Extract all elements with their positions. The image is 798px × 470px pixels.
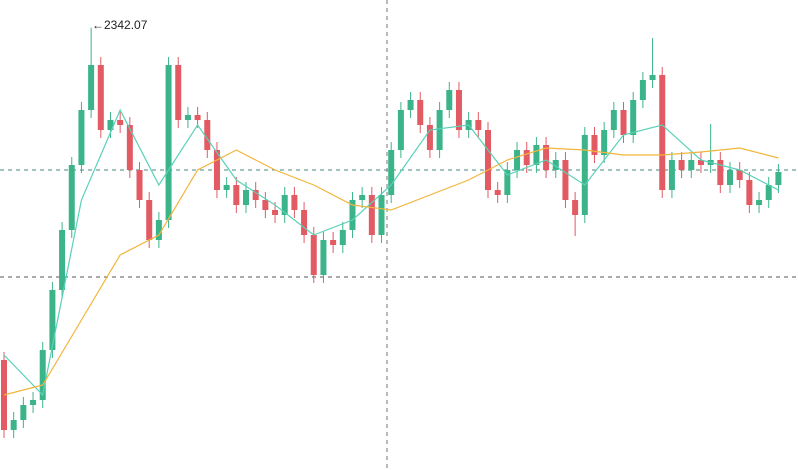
candle-body — [39, 350, 46, 400]
moving-average — [3, 108, 779, 397]
candle-body — [765, 185, 772, 200]
candle-body — [601, 130, 608, 155]
moving-average — [3, 147, 779, 396]
candle-body — [668, 160, 675, 190]
candle-body — [591, 135, 598, 155]
candle-body — [339, 230, 346, 245]
candle-body — [504, 170, 511, 195]
candle-body — [523, 150, 530, 165]
candle-body — [436, 110, 443, 150]
candle-body — [301, 210, 308, 235]
candle-body — [475, 120, 482, 130]
candle-body — [272, 210, 279, 215]
candle-body — [59, 230, 66, 290]
candle-body — [620, 110, 627, 135]
candle-body — [649, 75, 656, 80]
candle-body — [194, 115, 201, 120]
candle-body — [252, 190, 259, 200]
candle-body — [10, 420, 17, 430]
candle-body — [175, 65, 182, 120]
candle-body — [533, 145, 540, 165]
candle-body — [146, 200, 153, 240]
candle-body — [659, 75, 666, 190]
candle-body — [514, 150, 521, 170]
candle-body — [572, 200, 579, 215]
candle-body — [349, 200, 356, 230]
candle-body — [223, 185, 230, 190]
candle-body — [562, 160, 569, 200]
candle-body — [678, 160, 685, 170]
candle-body — [213, 150, 220, 190]
candle-body — [388, 150, 395, 195]
candle-body — [233, 185, 240, 205]
candle-body — [426, 125, 433, 150]
candle-body — [184, 115, 191, 120]
candle-body — [378, 195, 385, 235]
candle-body — [281, 195, 288, 215]
candle-body — [97, 65, 104, 130]
candle-body — [455, 90, 462, 130]
candle-body — [320, 240, 327, 275]
candle-body — [630, 100, 637, 135]
candle-body — [359, 195, 366, 200]
candle-body — [49, 290, 56, 350]
candle-body — [494, 190, 501, 195]
candle-body — [581, 135, 588, 215]
marks — [1, 27, 782, 438]
candle-body — [136, 170, 143, 200]
candle-body — [262, 200, 269, 210]
candle-body — [610, 110, 617, 130]
candle-body — [204, 120, 211, 150]
candle-body — [78, 110, 85, 165]
candle-body — [717, 160, 724, 185]
candle-body — [1, 360, 7, 430]
candle-body — [88, 65, 95, 110]
candle-body — [291, 195, 298, 210]
candle-body — [746, 180, 753, 205]
candle-body — [165, 65, 172, 220]
candle-body — [407, 100, 414, 110]
candle-body — [155, 220, 162, 240]
candle-body — [310, 235, 317, 275]
candle-body — [417, 100, 424, 125]
candle-body — [543, 145, 550, 170]
candle-body — [697, 160, 704, 165]
candle-body — [330, 240, 337, 245]
candle-body — [30, 400, 37, 405]
candle-body — [688, 160, 695, 170]
candle-body — [446, 90, 453, 110]
candle-body — [485, 130, 491, 190]
candle-body — [639, 80, 646, 100]
candle-body — [126, 125, 133, 170]
candle-body — [397, 110, 404, 150]
candle-body — [368, 195, 375, 235]
candle-body — [727, 170, 733, 185]
candle-body — [243, 190, 249, 205]
candle-body — [20, 405, 27, 420]
candle-body — [68, 165, 75, 230]
candle-body — [107, 120, 114, 130]
candle-body — [756, 200, 763, 205]
high-label: 2342.07 — [104, 18, 148, 32]
arrow: ← — [92, 18, 104, 32]
candle-body — [775, 172, 782, 185]
candle-body — [117, 120, 124, 125]
candle-body — [552, 160, 559, 170]
candle-body — [736, 170, 743, 180]
